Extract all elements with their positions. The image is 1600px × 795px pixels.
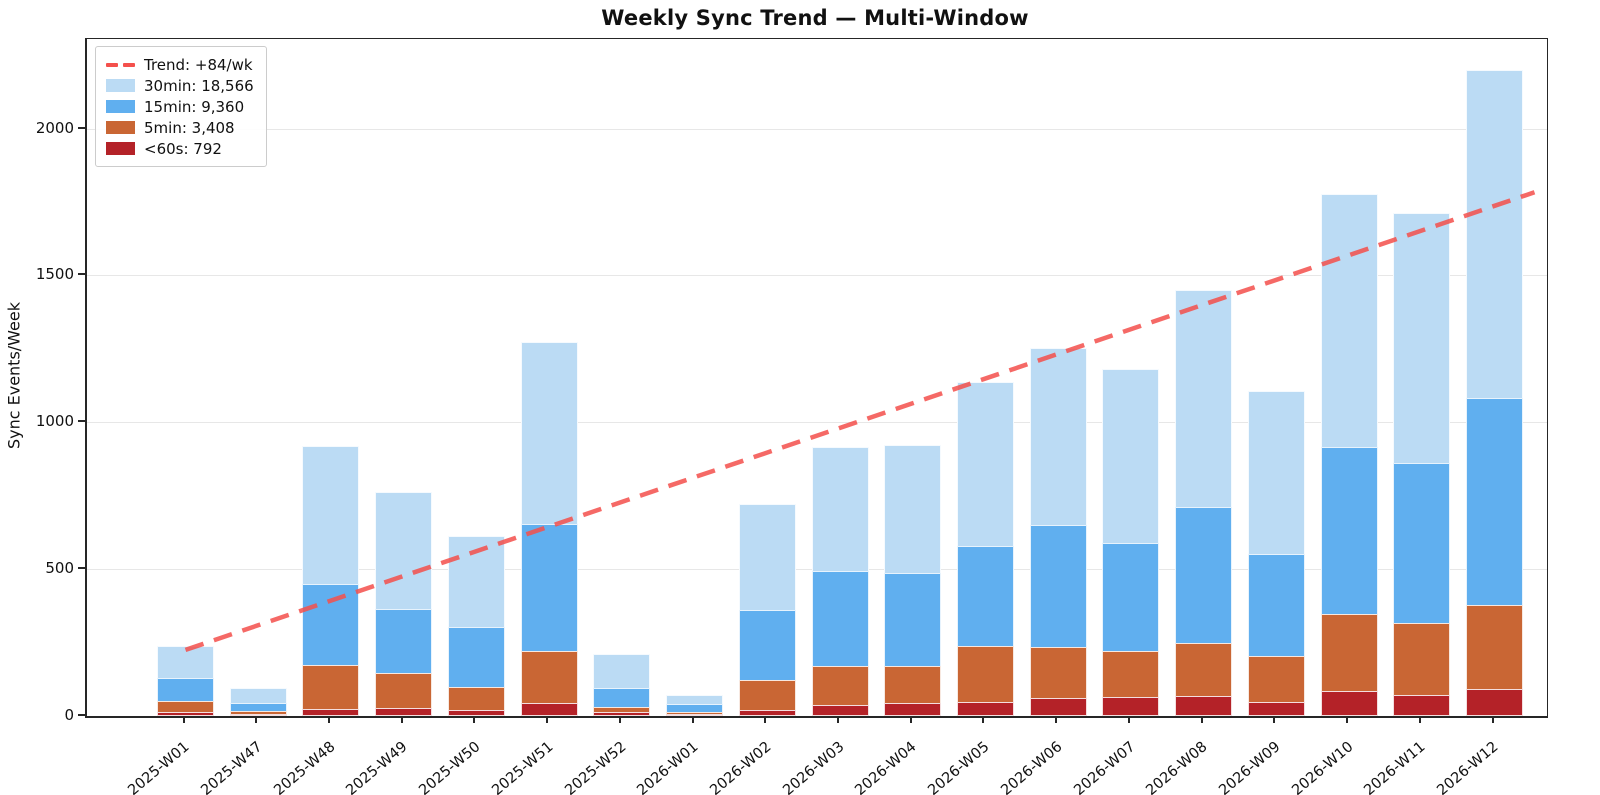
trend-line-swatch [106, 58, 135, 71]
y-tick-label-1000: 1000 [35, 412, 74, 431]
x-tick-label-2025-W47: 2025-W47 [198, 738, 266, 795]
x-tick-2025-W01 [182, 717, 185, 723]
x-tick-2026-W02 [764, 717, 767, 723]
bar-2025-W48-<60s [302, 708, 360, 716]
bar-2026-W08-<60s [1175, 696, 1233, 716]
y-tick-label-500: 500 [45, 559, 74, 578]
chart-title: Weekly Sync Trend — Multi-Window [601, 6, 1029, 30]
swatch-5min [106, 121, 135, 134]
y-axis-label: Sync Events/Week [4, 301, 24, 450]
bar-2025-W50-<60s [447, 710, 505, 716]
y-tick-label-2000: 2000 [35, 118, 74, 137]
legend-item-15min: 15min: 9,360 [106, 96, 254, 117]
x-tick-2025-W50 [473, 717, 476, 723]
x-tick-2026-W03 [837, 717, 839, 723]
x-tick-2026-W05 [982, 717, 985, 723]
bar-2026-W05-<60s [956, 701, 1014, 716]
x-tick-label-2026-W02: 2026-W02 [707, 738, 775, 795]
y-tick-label-1500: 1500 [35, 265, 74, 284]
x-tick-label-2026-W07: 2026-W07 [1070, 738, 1139, 795]
y-tick-0 [78, 714, 85, 716]
legend-label-5min: 5min: 3,408 [144, 118, 235, 137]
plot-area: Trend: +84/wk 30min: 18,566 15min: 9,360… [85, 38, 1548, 718]
x-tick-2025-W47 [255, 717, 258, 723]
y-tick-1500 [78, 273, 85, 276]
bar-2026-W10-<60s [1320, 691, 1378, 716]
x-tick-label-2025-W49: 2025-W49 [343, 738, 411, 795]
legend-item-60s: <60s: 792 [106, 138, 254, 159]
legend-item-trend: Trend: +84/wk [106, 54, 254, 75]
y-tick-label-0: 0 [64, 706, 74, 724]
x-tick-label-2025-W52: 2025-W52 [561, 738, 629, 795]
x-tick-2025-W48 [327, 717, 330, 723]
x-tick-label-2025-W48: 2025-W48 [270, 738, 339, 795]
bar-2026-W12-<60s [1466, 688, 1523, 716]
swatch-60s [106, 142, 135, 155]
legend: Trend: +84/wk 30min: 18,566 15min: 9,360… [95, 46, 267, 167]
x-tick-2025-W52 [618, 717, 621, 723]
bar-2025-W01-<60s [157, 712, 214, 716]
x-tick-label-2026-W11: 2026-W11 [1361, 738, 1429, 795]
swatch-30min [106, 79, 135, 92]
x-tick-2026-W11 [1418, 717, 1421, 723]
x-tick-2025-W49 [400, 717, 403, 723]
bar-2026-W01-<60s [666, 714, 724, 716]
x-tick-label-2026-W10: 2026-W10 [1288, 738, 1357, 795]
x-tick-label-2026-W05: 2026-W05 [925, 738, 993, 795]
x-tick-label-2026-W06: 2026-W06 [998, 738, 1066, 795]
x-tick-2026-W08 [1200, 717, 1203, 723]
x-tick-2026-W04 [909, 717, 912, 723]
bar-2026-W04-<60s [884, 703, 942, 716]
x-tick-label-2026-W09: 2026-W09 [1216, 738, 1284, 795]
legend-label-60s: <60s: 792 [144, 139, 222, 158]
bar-2026-W09-<60s [1247, 701, 1305, 716]
x-tick-label-2026-W04: 2026-W04 [852, 738, 920, 795]
x-tick-2025-W51 [546, 717, 549, 723]
bar-2025-W52-<60s [593, 712, 651, 716]
x-tick-2026-W10 [1346, 717, 1349, 723]
x-tick-2026-W06 [1055, 717, 1058, 723]
legend-item-30min: 30min: 18,566 [106, 75, 254, 96]
bar-2026-W07-<60s [1102, 696, 1160, 716]
legend-label-15min: 15min: 9,360 [144, 97, 245, 116]
y-tick-2000 [78, 126, 85, 129]
x-tick-label-2025-W51: 2025-W51 [489, 738, 557, 795]
x-tick-label-2026-W12: 2026-W12 [1434, 738, 1502, 795]
legend-item-5min: 5min: 3,408 [106, 117, 254, 138]
bar-2025-W49-<60s [375, 708, 433, 716]
bar-2026-W03-<60s [811, 704, 869, 716]
legend-label-30min: 30min: 18,566 [144, 76, 254, 95]
gridline-2000 [87, 128, 1547, 130]
bar-2026-W02-<60s [738, 709, 796, 716]
x-tick-label-2025-W01: 2025-W01 [125, 738, 193, 795]
x-tick-label-2026-W03: 2026-W03 [779, 738, 848, 795]
y-tick-500 [78, 567, 85, 570]
y-tick-1000 [78, 420, 85, 423]
x-tick-2026-W12 [1491, 717, 1494, 723]
x-tick-2026-W01 [691, 717, 694, 723]
bar-2025-W51-<60s [520, 703, 578, 716]
bar-2026-W11-<60s [1393, 694, 1451, 716]
x-tick-label-2026-W08: 2026-W08 [1143, 738, 1211, 795]
x-tick-label-2026-W01: 2026-W01 [634, 738, 702, 795]
x-tick-2026-W07 [1127, 717, 1130, 723]
legend-label-trend: Trend: +84/wk [144, 55, 253, 74]
swatch-15min [106, 100, 135, 113]
x-tick-2026-W09 [1273, 717, 1276, 723]
bar-2025-W47-<60s [229, 714, 287, 716]
bar-2026-W06-<60s [1029, 698, 1087, 716]
x-tick-label-2025-W50: 2025-W50 [416, 738, 484, 795]
